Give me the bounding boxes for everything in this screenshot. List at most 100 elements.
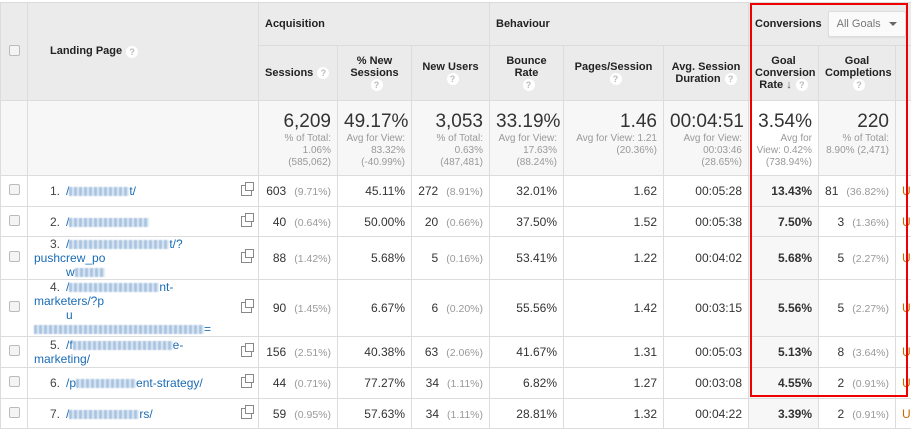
col-overflow <box>896 46 911 101</box>
open-external-icon[interactable] <box>241 346 252 357</box>
redacted-url <box>69 410 139 419</box>
new-sessions-cell: 45.11% <box>338 176 412 207</box>
new-sessions-cell: 6.67% <box>338 280 412 337</box>
row-checkbox-cell <box>1 280 28 337</box>
acquisition-group: Acquisition <box>259 3 490 46</box>
open-external-icon[interactable] <box>241 302 252 313</box>
row-checkbox[interactable] <box>9 376 20 387</box>
new-sessions-cell: 5.68% <box>338 237 412 280</box>
row-number: 3. <box>34 237 60 251</box>
row-checkbox[interactable] <box>9 407 20 418</box>
url-part: ent-strategy/ <box>136 376 203 390</box>
total-comparison: 0.63% <box>418 145 483 157</box>
overflow-cell: U <box>896 399 911 429</box>
help-icon[interactable]: ? <box>371 79 383 91</box>
col-bounce-rate[interactable]: Bounce Rate? <box>490 46 564 101</box>
help-icon[interactable]: ? <box>796 79 808 91</box>
col-avg-session-duration[interactable]: Avg. Session Duration? <box>664 46 749 101</box>
open-external-icon[interactable] <box>241 216 252 227</box>
col-goal-conversion-rate[interactable]: Goal Conversion Rate ↓? <box>749 46 819 101</box>
new-users-pct: (1.11%) <box>447 378 483 390</box>
help-icon[interactable]: ? <box>126 46 138 58</box>
sort-desc-arrow-icon[interactable]: ↓ <box>786 79 792 91</box>
conversions-label: Conversions <box>755 18 822 30</box>
open-external-icon[interactable] <box>241 185 252 196</box>
total-cell: 220% of Total:8.90% (2,471) <box>819 101 896 176</box>
col-pages-session[interactable]: Pages/Session? <box>564 46 664 101</box>
goal-completions-pct: (0.91%) <box>852 378 889 390</box>
total-comparison: Avg for View: <box>496 133 557 145</box>
total-comparison: 83.32% <box>344 145 405 157</box>
sessions-pct: (1.45%) <box>294 303 331 315</box>
url-part: = <box>204 322 211 336</box>
new-users-pct: (8.91%) <box>446 186 483 198</box>
total-comparison: (738.94%) <box>755 157 812 169</box>
overflow-cell: U <box>896 368 911 399</box>
row-number: 4. <box>34 280 60 294</box>
goal-select-dropdown[interactable]: All Goals <box>828 11 906 37</box>
caret-down-icon <box>889 22 897 26</box>
landing-page-header[interactable]: Landing Page? <box>28 3 259 101</box>
goal-completions-pct: (0.91%) <box>852 409 889 421</box>
row-checkbox[interactable] <box>9 215 20 226</box>
landing-page-link[interactable]: 7./rs/ <box>28 399 259 429</box>
total-comparison: Avg for View: 1.21 <box>570 133 657 145</box>
row-checkbox[interactable] <box>9 184 20 195</box>
total-cell: 49.17%Avg for View:83.32%(-40.99%) <box>338 101 412 176</box>
col-new-sessions[interactable]: % New Sessions? <box>338 46 412 101</box>
col-label: New Users <box>422 61 478 73</box>
help-icon[interactable]: ? <box>853 79 865 91</box>
help-icon[interactable]: ? <box>725 73 737 85</box>
help-icon[interactable]: ? <box>317 67 329 79</box>
col-label: % New Sessions <box>350 55 398 79</box>
sessions-value: 59 <box>273 407 286 421</box>
sessions-pct: (9.71%) <box>294 186 331 198</box>
new-users-cell: 34(1.11%) <box>412 399 490 429</box>
total-comparison: Avg for View: <box>670 133 742 145</box>
landing-page-link[interactable]: 1./t/ <box>28 176 259 207</box>
help-icon[interactable]: ? <box>610 73 622 85</box>
help-icon[interactable]: ? <box>447 73 459 85</box>
row-checkbox[interactable] <box>9 345 20 356</box>
goal-completions-pct: (2.27%) <box>852 253 889 265</box>
sessions-cell: 156(2.51%) <box>259 337 338 368</box>
open-external-icon[interactable] <box>241 252 252 263</box>
col-goal-completions[interactable]: Goal Completions? <box>819 46 896 101</box>
table-row: 1./t/ 603(9.71%) 45.11% 272(8.91%) 32.01… <box>1 176 911 207</box>
url-part: /p <box>66 376 76 390</box>
goal-completions-value: 5 <box>838 251 845 265</box>
total-overflow <box>896 101 911 176</box>
select-all-checkbox[interactable] <box>9 45 20 56</box>
new-sessions-cell: 40.38% <box>338 337 412 368</box>
open-external-icon[interactable] <box>241 377 252 388</box>
help-icon[interactable]: ? <box>523 79 535 91</box>
avg-duration-cell: 00:05:38 <box>664 207 749 237</box>
row-checkbox[interactable] <box>9 301 20 312</box>
total-comparison: 17.63% <box>496 145 557 157</box>
new-sessions-cell: 77.27% <box>338 368 412 399</box>
col-new-users[interactable]: New Users? <box>412 46 490 101</box>
new-users-value: 20 <box>425 215 438 229</box>
sessions-value: 44 <box>273 376 286 390</box>
row-checkbox[interactable] <box>9 251 20 262</box>
new-users-cell: 34(1.11%) <box>412 368 490 399</box>
redacted-url <box>34 325 204 334</box>
total-cell: 33.19%Avg for View:17.63%(88.24%) <box>490 101 564 176</box>
goal-completions-cell: 8(3.64%) <box>819 337 896 368</box>
landing-page-link[interactable]: 2./ <box>28 207 259 237</box>
open-external-icon[interactable] <box>241 408 252 419</box>
avg-duration-cell: 00:03:08 <box>664 368 749 399</box>
col-sessions[interactable]: Sessions? <box>259 46 338 101</box>
total-comparison: 1.06% <box>265 145 331 157</box>
sessions-pct: (0.71%) <box>294 378 331 390</box>
bounce-rate-cell: 41.67% <box>490 337 564 368</box>
redacted-url <box>69 283 159 292</box>
row-checkbox-cell <box>1 207 28 237</box>
